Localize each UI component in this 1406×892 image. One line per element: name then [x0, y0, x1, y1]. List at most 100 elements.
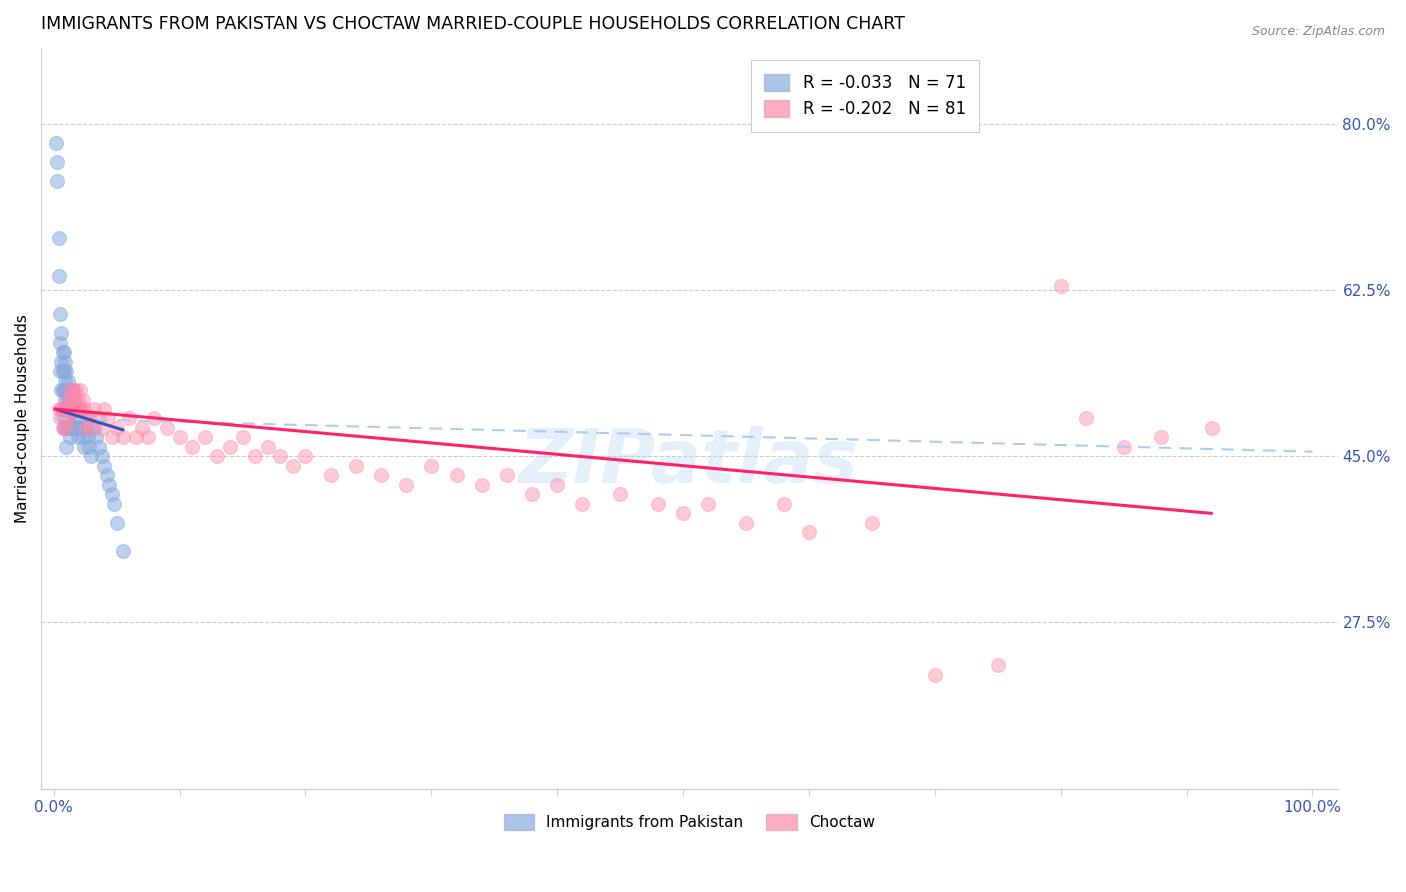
Point: [62, 383, 84, 397]
Point: [65, 421, 87, 435]
Point: [75, 421, 97, 435]
Point: [58, 383, 80, 397]
Point: [987, 658, 1010, 673]
Point: [52, 411, 75, 425]
Point: [45, 136, 67, 151]
Point: [243, 450, 266, 464]
Point: [105, 421, 128, 435]
Point: [87, 440, 110, 454]
Point: [1150, 430, 1173, 444]
Point: [65, 383, 87, 397]
Point: [105, 516, 128, 530]
Point: [55, 440, 77, 454]
Point: [111, 430, 134, 444]
Point: [48, 402, 70, 417]
Point: [194, 430, 217, 444]
Point: [51, 383, 73, 397]
Point: [269, 450, 291, 464]
Point: [59, 411, 82, 425]
Point: [90, 450, 112, 464]
Point: [131, 421, 153, 435]
Point: [51, 326, 73, 340]
Text: IMMIGRANTS FROM PAKISTAN VS CHOCTAW MARRIED-COUPLE HOUSEHOLDS CORRELATION CHART: IMMIGRANTS FROM PAKISTAN VS CHOCTAW MARR…: [41, 15, 905, 33]
Point: [52, 421, 75, 435]
Point: [1112, 440, 1135, 454]
Point: [51, 364, 73, 378]
Point: [446, 468, 468, 483]
Point: [231, 430, 253, 444]
Point: [90, 421, 112, 435]
Text: ZIPatlas: ZIPatlas: [519, 426, 859, 500]
Legend: Immigrants from Pakistan, Choctaw: Immigrants from Pakistan, Choctaw: [498, 808, 882, 837]
Point: [51, 421, 73, 435]
Point: [69, 411, 91, 425]
Point: [344, 458, 367, 473]
Point: [471, 478, 494, 492]
Point: [87, 411, 110, 425]
Point: [52, 345, 75, 359]
Point: [53, 421, 76, 435]
Point: [143, 411, 166, 425]
Point: [77, 411, 100, 425]
Point: [93, 458, 115, 473]
Point: [136, 430, 159, 444]
Point: [609, 487, 631, 501]
Point: [294, 450, 316, 464]
Point: [1201, 421, 1223, 435]
Point: [56, 374, 79, 388]
Point: [63, 392, 86, 407]
Point: [65, 402, 87, 417]
Point: [219, 440, 242, 454]
Point: [86, 430, 108, 444]
Point: [169, 430, 191, 444]
Text: Source: ZipAtlas.com: Source: ZipAtlas.com: [1251, 25, 1385, 38]
Point: [59, 383, 82, 397]
Point: [83, 402, 105, 417]
Point: [58, 421, 80, 435]
Point: [59, 430, 82, 444]
Point: [48, 231, 70, 245]
Point: [62, 383, 84, 397]
Point: [73, 440, 96, 454]
Point: [56, 392, 79, 407]
Point: [51, 402, 73, 417]
Point: [546, 478, 568, 492]
Point: [395, 478, 418, 492]
Point: [571, 497, 593, 511]
Point: [51, 383, 73, 397]
Point: [70, 402, 93, 417]
Point: [46, 174, 69, 188]
Point: [66, 430, 89, 444]
Point: [53, 402, 76, 417]
Point: [60, 392, 83, 407]
Point: [49, 307, 72, 321]
Point: [100, 430, 122, 444]
Point: [370, 468, 392, 483]
Point: [924, 667, 946, 681]
Point: [62, 402, 84, 417]
Point: [70, 421, 93, 435]
Point: [77, 440, 100, 454]
Point: [55, 411, 77, 425]
Point: [73, 402, 96, 417]
Point: [118, 411, 141, 425]
Point: [56, 411, 79, 425]
Point: [319, 468, 342, 483]
Point: [93, 402, 115, 417]
Point: [420, 458, 443, 473]
Point: [52, 402, 75, 417]
Point: [66, 411, 89, 425]
Point: [75, 421, 97, 435]
Point: [51, 345, 73, 359]
Point: [76, 430, 98, 444]
Point: [1074, 411, 1097, 425]
Point: [55, 364, 77, 378]
Point: [495, 468, 517, 483]
Point: [60, 421, 83, 435]
Point: [860, 516, 883, 530]
Point: [72, 392, 94, 407]
Point: [111, 544, 134, 558]
Point: [67, 402, 90, 417]
Point: [772, 497, 794, 511]
Point: [53, 392, 76, 407]
